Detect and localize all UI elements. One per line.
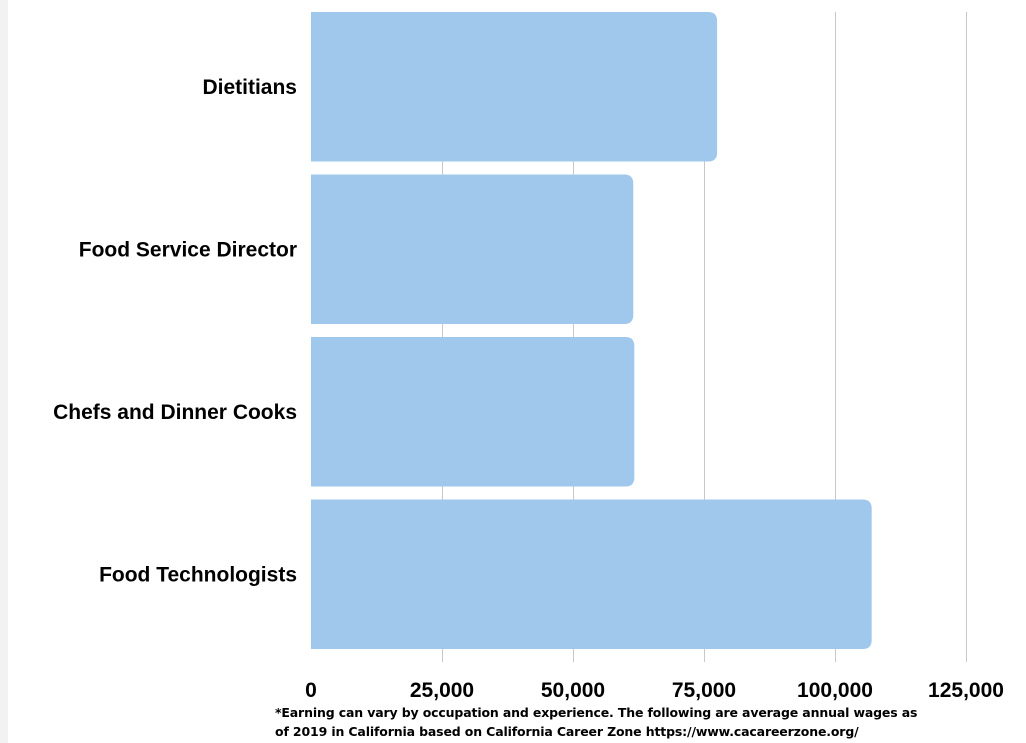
x-tick-label: 75,000 (672, 679, 736, 702)
x-axis-tick-labels: 0 25,000 50,000 75,000 100,000 125,000 (305, 679, 1004, 702)
x-tick-label: 100,000 (797, 679, 873, 702)
x-tick-label: 0 (305, 679, 317, 702)
footnote: *Earning can vary by occupation and expe… (275, 703, 1023, 741)
footnote-line-2: of 2019 in California based on Californi… (275, 724, 859, 739)
category-label: Chefs and Dinner Cooks (53, 401, 297, 424)
x-tick-label: 125,000 (928, 679, 1004, 702)
category-labels: Dietitians Food Service Director Chefs and… (53, 76, 297, 587)
bar-food-technologists (311, 499, 872, 649)
category-label: Food Technologists (99, 563, 297, 586)
bar-chefs-and-dinner-cooks (311, 337, 635, 487)
bar-food-service-director (311, 174, 634, 324)
footnote-line-1: *Earning can vary by occupation and expe… (275, 705, 918, 720)
x-tick-label: 25,000 (410, 679, 474, 702)
category-label: Dietitians (202, 76, 297, 99)
category-label: Food Service Director (79, 238, 297, 261)
x-tick-label: 50,000 (541, 679, 605, 702)
bars (311, 12, 872, 649)
bar-dietitians (311, 12, 718, 162)
